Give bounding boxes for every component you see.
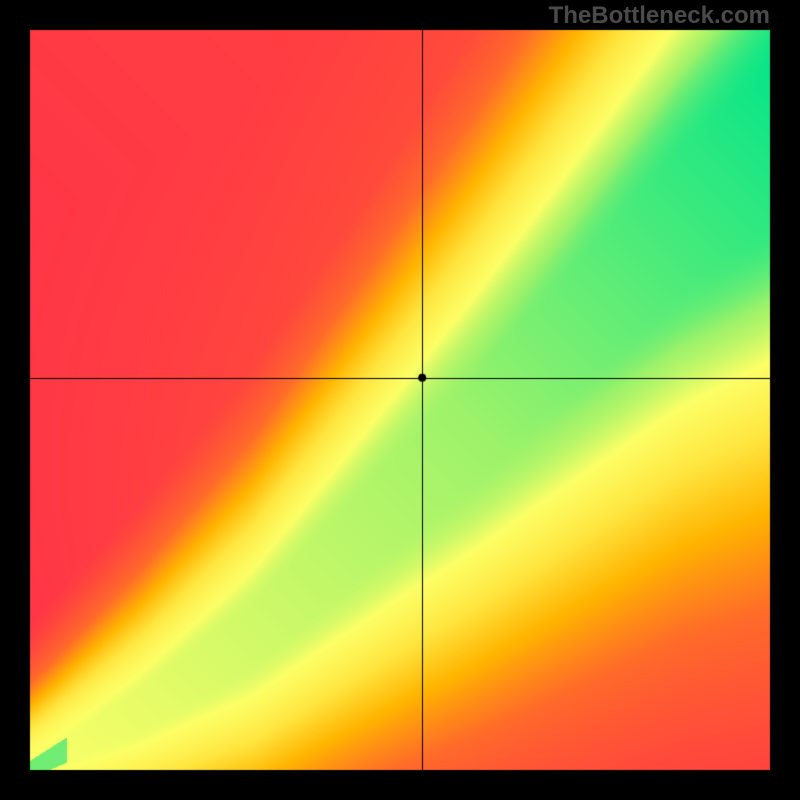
- chart-container: TheBottleneck.com: [0, 0, 800, 800]
- bottleneck-heatmap: [0, 0, 800, 800]
- watermark-text: TheBottleneck.com: [549, 2, 770, 30]
